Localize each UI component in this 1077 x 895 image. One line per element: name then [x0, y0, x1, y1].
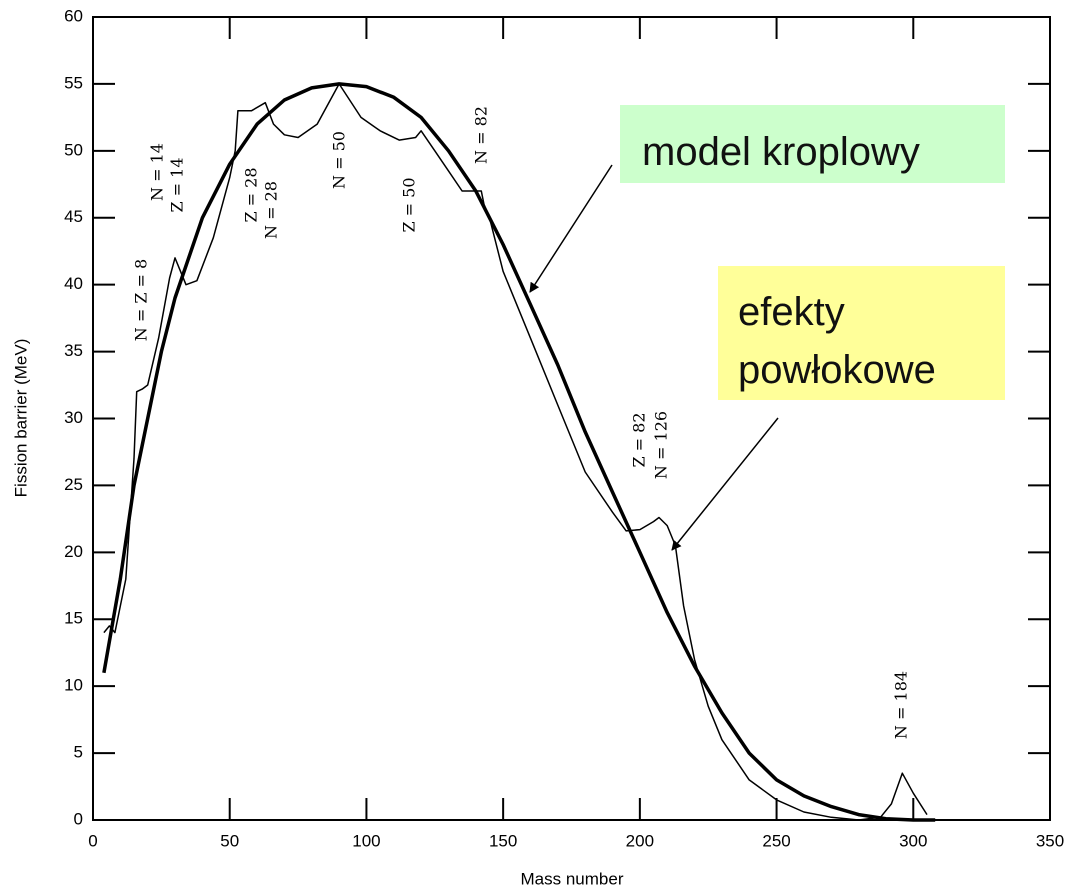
y-tick-label: 30 [64, 408, 83, 427]
y-tick-label: 35 [64, 341, 83, 360]
x-tick-label: 200 [626, 831, 654, 850]
annotation: N = 14 [148, 143, 167, 201]
y-tick-label: 20 [64, 542, 83, 561]
y-tick-label: 50 [64, 140, 83, 159]
x-tick-label: 250 [762, 831, 790, 850]
y-tick-label: 45 [64, 207, 83, 226]
y-tick-label: 40 [64, 274, 83, 293]
callout-line: efekty [738, 290, 845, 334]
callout-box [620, 105, 1005, 183]
x-axis-label: Mass number [521, 869, 624, 888]
y-tick-label: 10 [64, 676, 83, 695]
line-series [103, 83, 928, 821]
y-tick-label: 5 [74, 743, 83, 762]
x-tick-label: 0 [88, 831, 97, 850]
annotation: Z = 28 [242, 167, 261, 222]
y-tick-label: 0 [74, 809, 83, 828]
x-tick-label: 50 [220, 831, 239, 850]
y-tick-label: 55 [64, 73, 83, 92]
y-tick-label: 25 [64, 475, 83, 494]
annotation: Z = 50 [400, 177, 419, 232]
callout-text: model kroplowy [642, 130, 920, 174]
annotation: N = Z = 8 [132, 259, 151, 341]
x-tick-label: 300 [899, 831, 927, 850]
annotation: Z = 82 [630, 412, 649, 467]
y-tick-label: 60 [64, 6, 83, 25]
annotation: N = 126 [652, 411, 671, 479]
y-axis-label: Fission barrier (MeV) [11, 339, 30, 498]
line-series [102, 82, 936, 822]
y-tick-label: 15 [64, 609, 83, 628]
x-tick-label: 350 [1036, 831, 1064, 850]
callout-arrow [671, 417, 779, 551]
callout-box [718, 266, 1005, 400]
annotation: N = 28 [262, 181, 281, 239]
annotation: Z = 14 [168, 157, 187, 212]
annotation: N = 184 [892, 671, 911, 739]
callout-arrow [529, 164, 613, 293]
callout-text: efekty powłokowe [738, 290, 936, 392]
annotation: N = 50 [330, 131, 349, 189]
callout-line: powłokowe [738, 348, 936, 392]
x-tick-label: 150 [489, 831, 517, 850]
annotation: N = 82 [472, 106, 491, 164]
x-tick-label: 100 [352, 831, 380, 850]
